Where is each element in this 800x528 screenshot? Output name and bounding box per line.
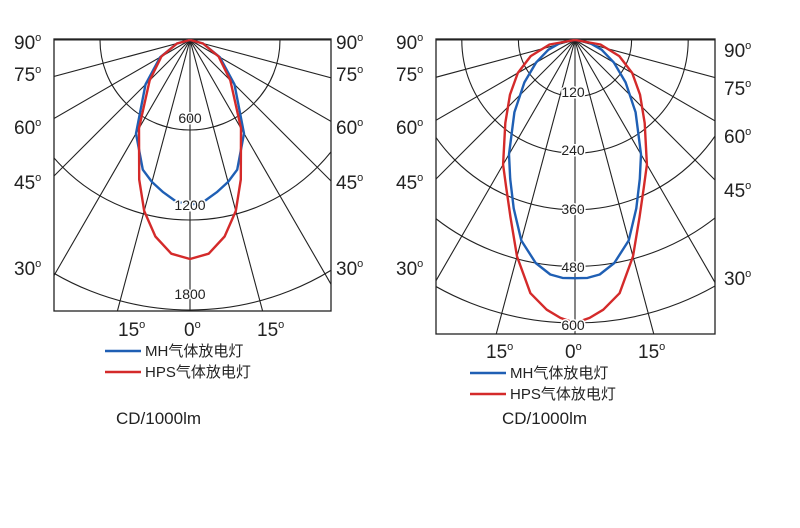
unit-label: CD/1000lm [116, 409, 201, 428]
angle-label: 75o [14, 64, 41, 86]
ring-label: 480 [561, 259, 585, 275]
angle-label: 60o [14, 117, 41, 139]
angle-label: 60o [724, 126, 751, 148]
angle-label: 30o [336, 258, 363, 280]
distribution-curves [501, 39, 649, 325]
distribution-curves [134, 39, 246, 261]
angle-label: 30o [724, 268, 751, 290]
series-curve [507, 39, 643, 280]
angle-spoke [574, 39, 715, 122]
legend-entry: MH气体放电灯 [510, 365, 608, 382]
angle-spoke [189, 39, 331, 123]
ring-label: 120 [561, 84, 585, 100]
angle-spoke [189, 39, 331, 182]
legend-entry: HPS气体放电灯 [510, 386, 616, 403]
intensity-ring [54, 269, 331, 311]
angle-label: 90o [724, 40, 751, 62]
angle-label: 75o [336, 64, 363, 86]
angle-label: 15o [486, 341, 513, 363]
polar-grid [54, 39, 331, 311]
angle-label: 30o [396, 258, 423, 280]
angle-spoke [54, 39, 191, 277]
angle-spoke [495, 39, 576, 334]
angle-spoke [54, 39, 191, 120]
ring-label: 1800 [174, 286, 205, 302]
angle-label: 45o [14, 172, 41, 194]
angle-label: 45o [396, 172, 423, 194]
legend-entry: HPS气体放电灯 [145, 364, 251, 381]
plot-frame [53, 38, 332, 312]
ring-label: 600 [178, 110, 202, 126]
angle-label: 30o [14, 258, 41, 280]
ring-label: 360 [561, 201, 585, 217]
angle-spoke [54, 39, 191, 177]
angle-label: 90o [396, 32, 423, 54]
polar-chart-left: 600 1200 1800 90o 90o 75o 75o 60o 60o 45o 45o 30o 3… [14, 32, 363, 428]
angle-label: 15o [118, 319, 145, 341]
polar-chart-right: 120 240 360 480 600 90o 90o 75o 75o 60o 60o 45o 45o… [396, 32, 751, 428]
legend: MH气体放电灯 HPS气体放电灯 [470, 365, 616, 403]
polar-grid [436, 39, 715, 334]
legend: MH气体放电灯 HPS气体放电灯 [105, 343, 251, 381]
angle-label: 15o [257, 319, 284, 341]
ring-label: 600 [561, 317, 585, 333]
angle-label: 75o [396, 64, 423, 86]
angle-spoke [574, 39, 655, 334]
angle-label: 15o [638, 341, 665, 363]
angle-spoke [54, 39, 191, 78]
angle-spoke [189, 39, 264, 311]
angle-spoke [436, 39, 576, 78]
angle-label: 45o [336, 172, 363, 194]
series-curve [137, 39, 243, 261]
angle-label: 0o [184, 319, 201, 341]
angle-label: 45o [724, 180, 751, 202]
angle-spoke [574, 39, 715, 284]
legend-entry: MH气体放电灯 [145, 343, 243, 360]
angle-label: 0o [565, 341, 582, 363]
angle-label: 60o [336, 117, 363, 139]
angle-spoke [574, 39, 715, 181]
angle-labels: 90o 90o 75o 75o 60o 60o 45o 45o 30o 30o 15o 0o 15o [396, 32, 751, 363]
ring-label: 240 [561, 142, 585, 158]
angle-spoke [574, 39, 715, 79]
intensity-ring-labels: 600 1200 1800 [173, 109, 207, 304]
angle-label: 90o [14, 32, 41, 54]
angle-spoke [436, 39, 576, 180]
series-curve [134, 39, 246, 207]
angle-spoke [116, 39, 191, 311]
angle-label: 75o [724, 78, 751, 100]
angle-labels: 90o 90o 75o 75o 60o 60o 45o 45o 30o 30o 15o 0o 15o [14, 32, 363, 341]
ring-label: 1200 [174, 197, 205, 213]
intensity-ring-labels: 120 240 360 480 600 [560, 83, 587, 335]
angle-spoke [189, 39, 331, 79]
series-curve [501, 39, 649, 325]
angle-spoke [436, 39, 576, 121]
angle-spoke [436, 39, 576, 282]
unit-label: CD/1000lm [502, 409, 587, 428]
angle-label: 60o [396, 117, 423, 139]
angle-spoke [189, 39, 331, 286]
angle-label: 90o [336, 32, 363, 54]
